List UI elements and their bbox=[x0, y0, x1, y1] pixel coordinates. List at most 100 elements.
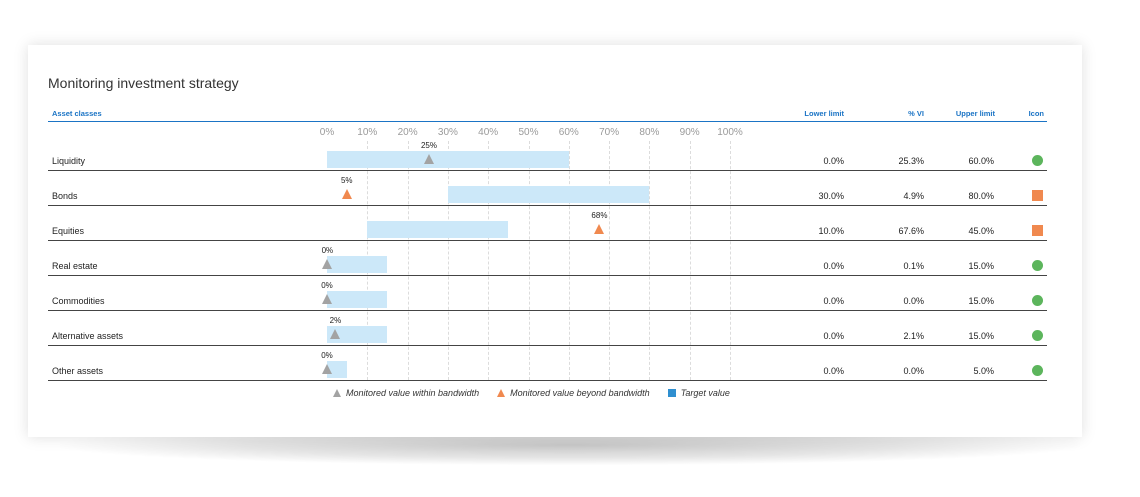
bandwidth-bar bbox=[327, 256, 388, 273]
bandwidth-bar bbox=[327, 291, 388, 308]
asset-label: Real estate bbox=[52, 261, 98, 271]
upper-limit-value: 45.0% bbox=[968, 226, 994, 236]
gridline bbox=[568, 141, 570, 380]
monitored-value-label: 0% bbox=[321, 246, 334, 255]
monitored-value-within-marker bbox=[423, 154, 434, 164]
page-title: Monitoring investment strategy bbox=[48, 75, 239, 91]
bandwidth-bar bbox=[447, 186, 650, 203]
green-circle-icon bbox=[1032, 260, 1043, 271]
header-pct-vi: % VI bbox=[908, 109, 924, 118]
asset-label: Commodities bbox=[52, 296, 105, 306]
lower-limit-value: 0.0% bbox=[823, 331, 844, 341]
bandwidth-bar bbox=[327, 326, 388, 343]
pct-vi-value: 0.0% bbox=[903, 366, 924, 376]
x-tick-label: 0% bbox=[319, 127, 335, 138]
upper-limit-value: 15.0% bbox=[968, 296, 994, 306]
x-tick-label: 90% bbox=[679, 127, 700, 138]
row-divider bbox=[48, 310, 1047, 311]
monitored-value-within-marker bbox=[322, 294, 332, 304]
orange-triangle-icon bbox=[497, 389, 506, 397]
gridline bbox=[407, 141, 409, 380]
monitored-value-within-marker bbox=[330, 329, 341, 339]
upper-limit-value: 15.0% bbox=[968, 261, 994, 271]
legend-within-label: Monitored value within bandwidth bbox=[346, 388, 480, 398]
x-tick-label: 100% bbox=[717, 127, 743, 138]
pct-vi-value: 67.6% bbox=[898, 226, 924, 236]
legend-beyond: Monitored value beyond bandwidth bbox=[497, 388, 650, 398]
gridline bbox=[447, 141, 449, 380]
gridline bbox=[488, 141, 490, 380]
x-tick-label: 40% bbox=[478, 127, 499, 138]
asset-label: Other assets bbox=[52, 366, 104, 376]
bandwidth-bar bbox=[327, 361, 348, 378]
x-tick-label: 20% bbox=[397, 127, 418, 138]
green-circle-icon bbox=[1032, 365, 1043, 376]
lower-limit-value: 30.0% bbox=[818, 191, 844, 201]
row-divider bbox=[48, 205, 1047, 206]
gray-triangle-icon bbox=[333, 389, 341, 397]
upper-limit-value: 60.0% bbox=[968, 156, 994, 166]
pct-vi-value: 0.1% bbox=[903, 261, 924, 271]
pct-vi-value: 25.3% bbox=[898, 156, 924, 166]
row-divider bbox=[48, 170, 1047, 171]
legend-target: Target value bbox=[667, 388, 730, 398]
monitored-value-label: 5% bbox=[340, 176, 353, 185]
monitored-value-label: 0% bbox=[321, 351, 333, 360]
monitored-value-label: 0% bbox=[321, 281, 333, 290]
green-circle-icon bbox=[1032, 295, 1043, 306]
lower-limit-value: 10.0% bbox=[818, 226, 844, 236]
green-circle-icon bbox=[1032, 155, 1043, 166]
legend-beyond-label: Monitored value beyond bandwidth bbox=[510, 388, 650, 398]
header-asset-classes: Asset classes bbox=[52, 109, 102, 118]
orange-square-icon bbox=[1032, 190, 1043, 201]
header-icon: Icon bbox=[1028, 109, 1044, 118]
asset-label: Equities bbox=[52, 226, 85, 236]
monitored-value-label: 2% bbox=[329, 316, 342, 325]
row-divider bbox=[48, 380, 1047, 381]
monitored-value-label: 25% bbox=[420, 141, 437, 150]
x-tick-label: 70% bbox=[599, 127, 620, 138]
monitored-value-within-marker bbox=[322, 259, 333, 269]
x-tick-label: 30% bbox=[437, 127, 458, 138]
legend-within: Monitored value within bandwidth bbox=[333, 388, 479, 398]
row-divider bbox=[48, 345, 1047, 346]
monitored-value-beyond-marker bbox=[341, 189, 352, 199]
pct-vi-value: 2.1% bbox=[903, 331, 924, 341]
header-divider bbox=[48, 121, 1047, 122]
monitored-value-beyond-marker bbox=[594, 224, 605, 234]
asset-label: Bonds bbox=[52, 191, 78, 201]
gridline bbox=[730, 141, 731, 380]
row-divider bbox=[48, 240, 1047, 241]
gridline bbox=[689, 141, 691, 380]
monitored-value-within-marker bbox=[322, 364, 332, 374]
x-tick-label: 10% bbox=[357, 127, 378, 138]
pct-vi-value: 0.0% bbox=[903, 296, 924, 306]
gridline bbox=[609, 141, 611, 380]
gridline bbox=[649, 141, 651, 380]
green-circle-icon bbox=[1032, 330, 1043, 341]
bandwidth-bar bbox=[367, 221, 509, 238]
header-lower-limit: Lower limit bbox=[804, 109, 844, 118]
lower-limit-value: 0.0% bbox=[823, 296, 844, 306]
upper-limit-value: 80.0% bbox=[968, 191, 994, 201]
lower-limit-value: 0.0% bbox=[823, 156, 844, 166]
header-upper-limit: Upper limit bbox=[955, 109, 995, 118]
bandwidth-bar bbox=[327, 151, 569, 168]
asset-label: Alternative assets bbox=[52, 331, 124, 341]
pct-vi-value: 4.9% bbox=[903, 191, 924, 201]
x-tick-label: 60% bbox=[558, 127, 579, 138]
asset-label: Liquidity bbox=[52, 156, 86, 166]
lower-limit-value: 0.0% bbox=[823, 366, 844, 376]
orange-square-icon bbox=[1032, 225, 1043, 236]
upper-limit-value: 5.0% bbox=[973, 366, 994, 376]
blue-square-icon bbox=[667, 389, 676, 397]
legend-target-label: Target value bbox=[680, 388, 730, 398]
monitored-value-label: 68% bbox=[591, 211, 608, 220]
strategy-card: Monitoring investment strategy Asset cla… bbox=[28, 45, 1082, 437]
x-tick-label: 50% bbox=[518, 127, 539, 138]
lower-limit-value: 0.0% bbox=[823, 261, 844, 271]
x-tick-label: 80% bbox=[639, 127, 660, 138]
legend: Monitored value within bandwidth Monitor… bbox=[333, 388, 748, 398]
row-divider bbox=[48, 275, 1047, 276]
upper-limit-value: 15.0% bbox=[968, 331, 994, 341]
